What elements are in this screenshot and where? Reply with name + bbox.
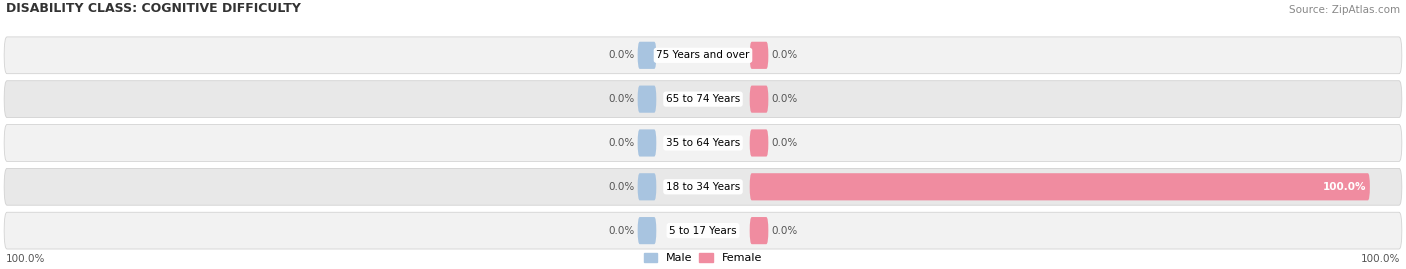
- FancyBboxPatch shape: [749, 173, 1369, 200]
- FancyBboxPatch shape: [749, 217, 768, 244]
- Text: 0.0%: 0.0%: [770, 50, 797, 60]
- Text: Source: ZipAtlas.com: Source: ZipAtlas.com: [1289, 5, 1400, 15]
- FancyBboxPatch shape: [4, 81, 1402, 118]
- Text: 100.0%: 100.0%: [1361, 254, 1400, 264]
- FancyBboxPatch shape: [638, 86, 657, 113]
- Text: 75 Years and over: 75 Years and over: [657, 50, 749, 60]
- Text: DISABILITY CLASS: COGNITIVE DIFFICULTY: DISABILITY CLASS: COGNITIVE DIFFICULTY: [6, 2, 301, 15]
- Text: 100.0%: 100.0%: [1323, 182, 1367, 192]
- Text: 100.0%: 100.0%: [6, 254, 45, 264]
- FancyBboxPatch shape: [749, 86, 768, 113]
- Text: 0.0%: 0.0%: [609, 50, 636, 60]
- Text: 0.0%: 0.0%: [770, 226, 797, 236]
- Text: 0.0%: 0.0%: [770, 138, 797, 148]
- FancyBboxPatch shape: [4, 125, 1402, 161]
- Legend: Male, Female: Male, Female: [640, 248, 766, 268]
- Text: 0.0%: 0.0%: [609, 226, 636, 236]
- Text: 0.0%: 0.0%: [770, 94, 797, 104]
- FancyBboxPatch shape: [638, 217, 657, 244]
- FancyBboxPatch shape: [4, 168, 1402, 205]
- FancyBboxPatch shape: [638, 173, 657, 200]
- FancyBboxPatch shape: [749, 129, 768, 157]
- FancyBboxPatch shape: [638, 42, 657, 69]
- Text: 0.0%: 0.0%: [609, 138, 636, 148]
- Text: 5 to 17 Years: 5 to 17 Years: [669, 226, 737, 236]
- Text: 0.0%: 0.0%: [609, 94, 636, 104]
- FancyBboxPatch shape: [4, 37, 1402, 74]
- FancyBboxPatch shape: [749, 42, 768, 69]
- Text: 35 to 64 Years: 35 to 64 Years: [666, 138, 740, 148]
- Text: 0.0%: 0.0%: [609, 182, 636, 192]
- FancyBboxPatch shape: [638, 129, 657, 157]
- FancyBboxPatch shape: [4, 212, 1402, 249]
- Text: 65 to 74 Years: 65 to 74 Years: [666, 94, 740, 104]
- Text: 18 to 34 Years: 18 to 34 Years: [666, 182, 740, 192]
